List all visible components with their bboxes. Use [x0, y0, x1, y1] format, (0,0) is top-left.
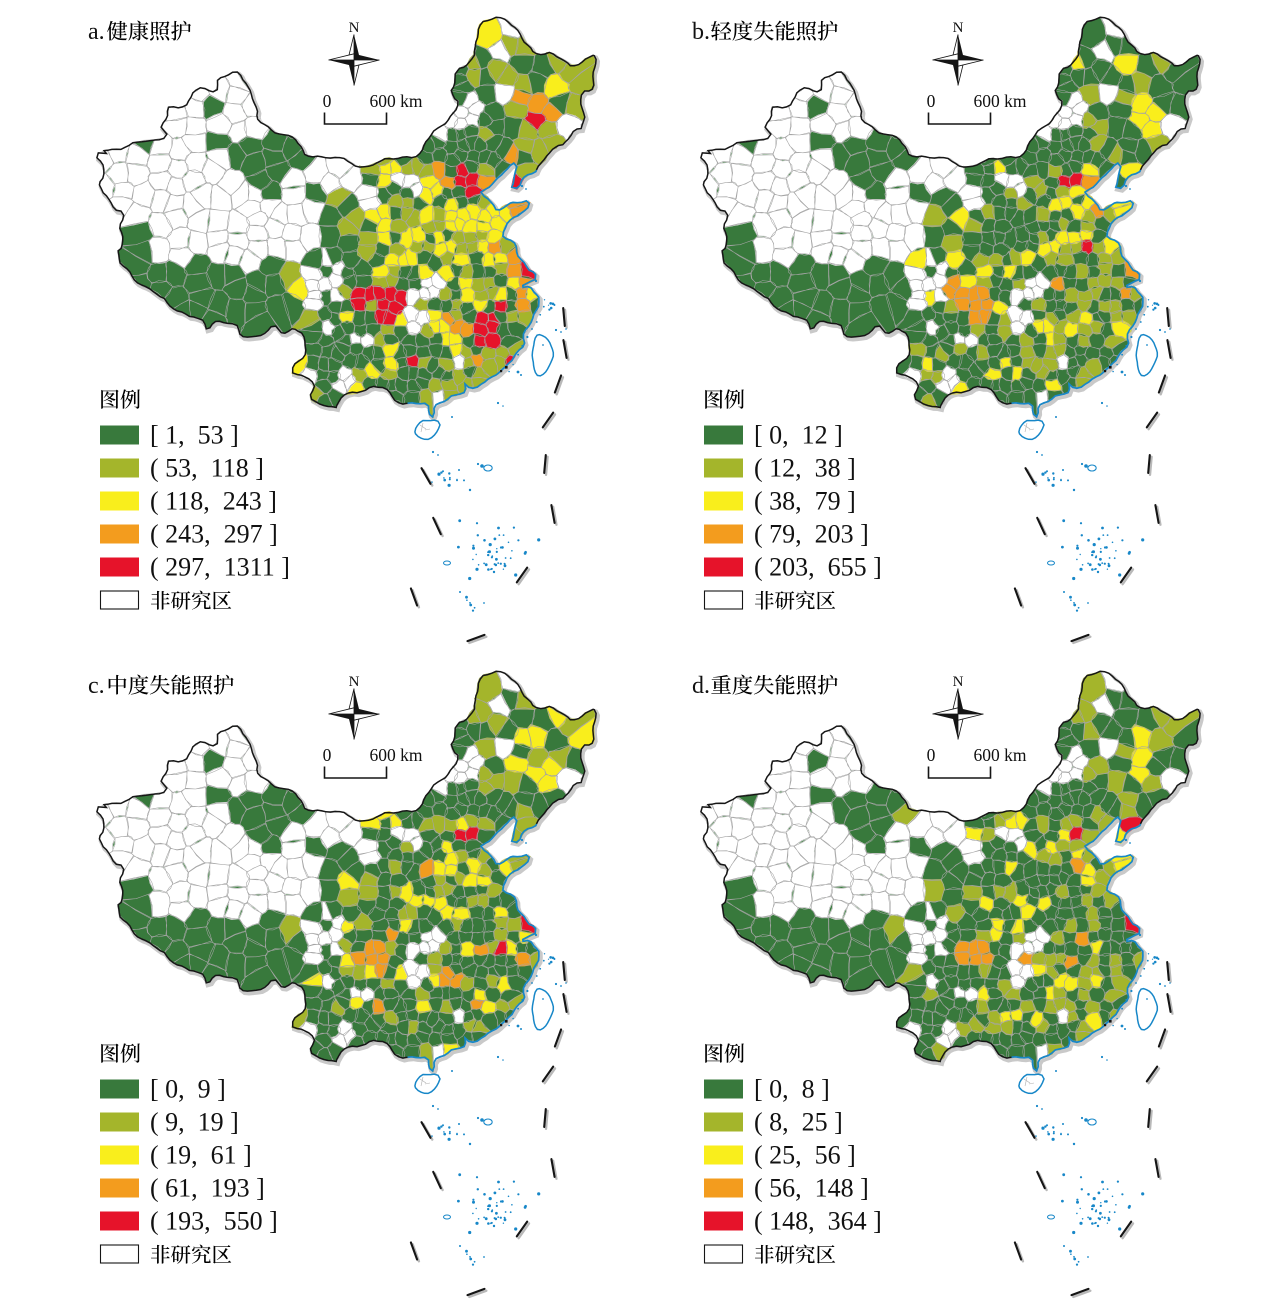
svg-text:a.: a. [88, 19, 105, 45]
svg-text:[ 0, 9 ]: [ 0, 9 ] [150, 1075, 226, 1104]
svg-text:( 297, 1311 ]: ( 297, 1311 ] [150, 553, 290, 582]
svg-text:( 38, 79 ]: ( 38, 79 ] [754, 487, 856, 516]
svg-text:[ 1, 53 ]: [ 1, 53 ] [150, 421, 239, 450]
svg-text:( 53, 118 ]: ( 53, 118 ] [150, 454, 264, 483]
svg-text:( 9, 19 ]: ( 9, 19 ] [150, 1108, 239, 1137]
svg-text:( 56, 148 ]: ( 56, 148 ] [754, 1174, 869, 1203]
svg-text:( 12, 38 ]: ( 12, 38 ] [754, 454, 856, 483]
svg-text:( 19, 61 ]: ( 19, 61 ] [150, 1141, 252, 1170]
svg-text:( 118, 243 ]: ( 118, 243 ] [150, 487, 277, 516]
svg-text:[ 0, 8 ]: [ 0, 8 ] [754, 1075, 830, 1104]
svg-text:[ 0, 12 ]: [ 0, 12 ] [754, 421, 843, 450]
svg-text:N: N [349, 674, 360, 690]
svg-text:b.: b. [692, 19, 710, 45]
svg-text:d.: d. [692, 673, 710, 699]
svg-text:( 61, 193 ]: ( 61, 193 ] [150, 1174, 265, 1203]
svg-text:( 203, 655 ]: ( 203, 655 ] [754, 553, 882, 582]
svg-text:( 25, 56 ]: ( 25, 56 ] [754, 1141, 856, 1170]
svg-text:( 148, 364 ]: ( 148, 364 ] [754, 1207, 882, 1236]
svg-text:N: N [953, 674, 964, 690]
svg-text:( 193, 550 ]: ( 193, 550 ] [150, 1207, 278, 1236]
svg-text:( 79, 203 ]: ( 79, 203 ] [754, 520, 869, 549]
svg-text:N: N [349, 20, 360, 36]
svg-text:( 8, 25 ]: ( 8, 25 ] [754, 1108, 843, 1137]
svg-text:( 243, 297 ]: ( 243, 297 ] [150, 520, 278, 549]
svg-text:c.: c. [88, 673, 105, 699]
svg-text:N: N [953, 20, 964, 36]
